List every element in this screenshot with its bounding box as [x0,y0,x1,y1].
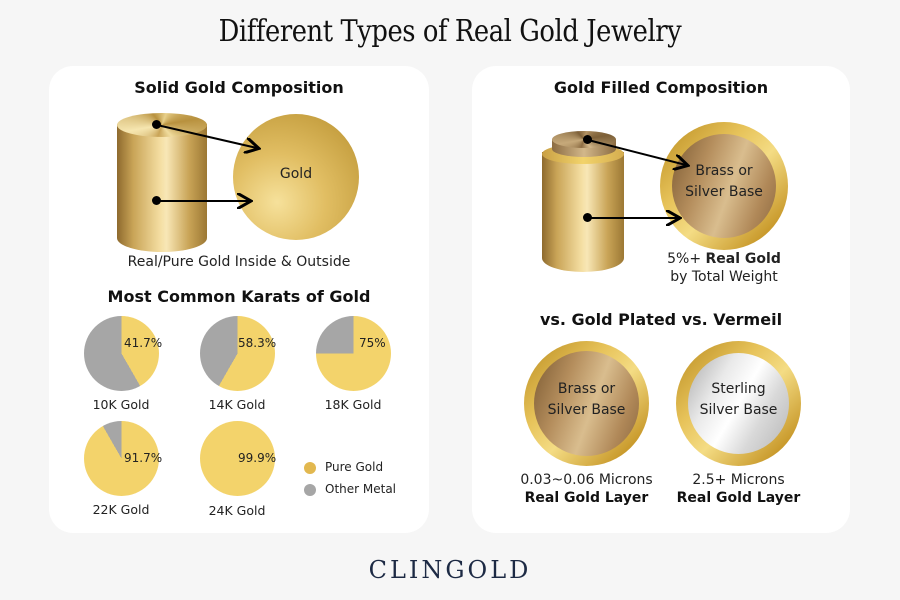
legend-other-metal: Other Metal [325,482,397,496]
arrow-icon [587,139,850,286]
gold-filled-cylinder [542,152,624,272]
gold-plated-base [534,351,639,456]
pointer-dot [152,120,161,129]
arrow-icon [156,124,429,266]
pie-18k [316,316,391,391]
gold-filled-disc-label-1: Brass or [695,163,753,179]
legend-other-metal-icon [304,484,316,496]
pie-24k [200,421,275,496]
gold-filled-disc-label-2: Silver Base [685,184,763,200]
pie-14k [200,316,275,391]
vermeil-thickness: 2.5+ Microns [692,472,785,488]
brand-logo: CLINGOLD [368,556,532,584]
vermeil-base [688,353,789,454]
vermeil-label-2: Silver Base [699,402,778,418]
pie-18k-label: 18K Gold [324,397,382,412]
gold-disc-label: Gold [279,166,313,182]
karats-heading: Most Common Karats of Gold [107,287,371,306]
pie-22k-label: 22K Gold [92,502,150,517]
compare-heading: vs. Gold Plated vs. Vermeil [539,310,783,329]
solid-gold-cylinder [117,124,207,252]
caption-bold: Real Gold [705,251,781,267]
legend-pure-gold: Pure Gold [325,460,384,474]
gold-filled-heading: Gold Filled Composition [553,78,769,97]
pie-10k-value: 41.7% [124,336,163,350]
pie-10k [84,316,159,391]
caption-prefix: 5%+ [667,251,706,267]
gold-filled-caption-2: by Total Weight [670,269,778,285]
pie-22k [84,421,159,496]
solid-gold-heading: Solid Gold Composition [134,78,344,97]
gold-filled-card: Gold Filled Composition Brass or Silver … [472,66,850,533]
vermeil-label-1: Sterling [711,381,766,397]
gold-plated-thickness: 0.03~0.06 Microns [520,472,653,488]
pie-14k-value: 58.3% [238,336,277,350]
gold-filled-caption: 5%+ Real Gold [660,251,788,267]
pie-24k-label: 24K Gold [208,503,266,518]
pie-18k-value: 75% [359,336,386,350]
gold-plated-label-1: Brass or [557,381,616,397]
page-title: Different Types of Real Gold Jewelry [218,14,682,49]
gold-disc [233,114,359,240]
pointer-dot [583,135,592,144]
legend-pure-gold-icon [304,462,316,474]
pie-24k-value: 99.9% [238,451,277,465]
solid-gold-caption: Real/Pure Gold Inside & Outside [127,254,351,270]
gold-plated-label-2: Silver Base [547,402,626,418]
brass-core-disc [672,134,776,238]
pointer-dot [583,213,592,222]
pie-10k-label: 10K Gold [92,397,150,412]
pie-22k-value: 91.7% [124,451,163,465]
pointer-dot [152,196,161,205]
vermeil-layer: Real Gold Layer [676,490,801,506]
solid-gold-card: Solid Gold Composition Gold Real/Pure Go… [49,66,429,533]
gold-plated-layer: Real Gold Layer [524,490,649,506]
pie-14k-label: 14K Gold [208,397,266,412]
